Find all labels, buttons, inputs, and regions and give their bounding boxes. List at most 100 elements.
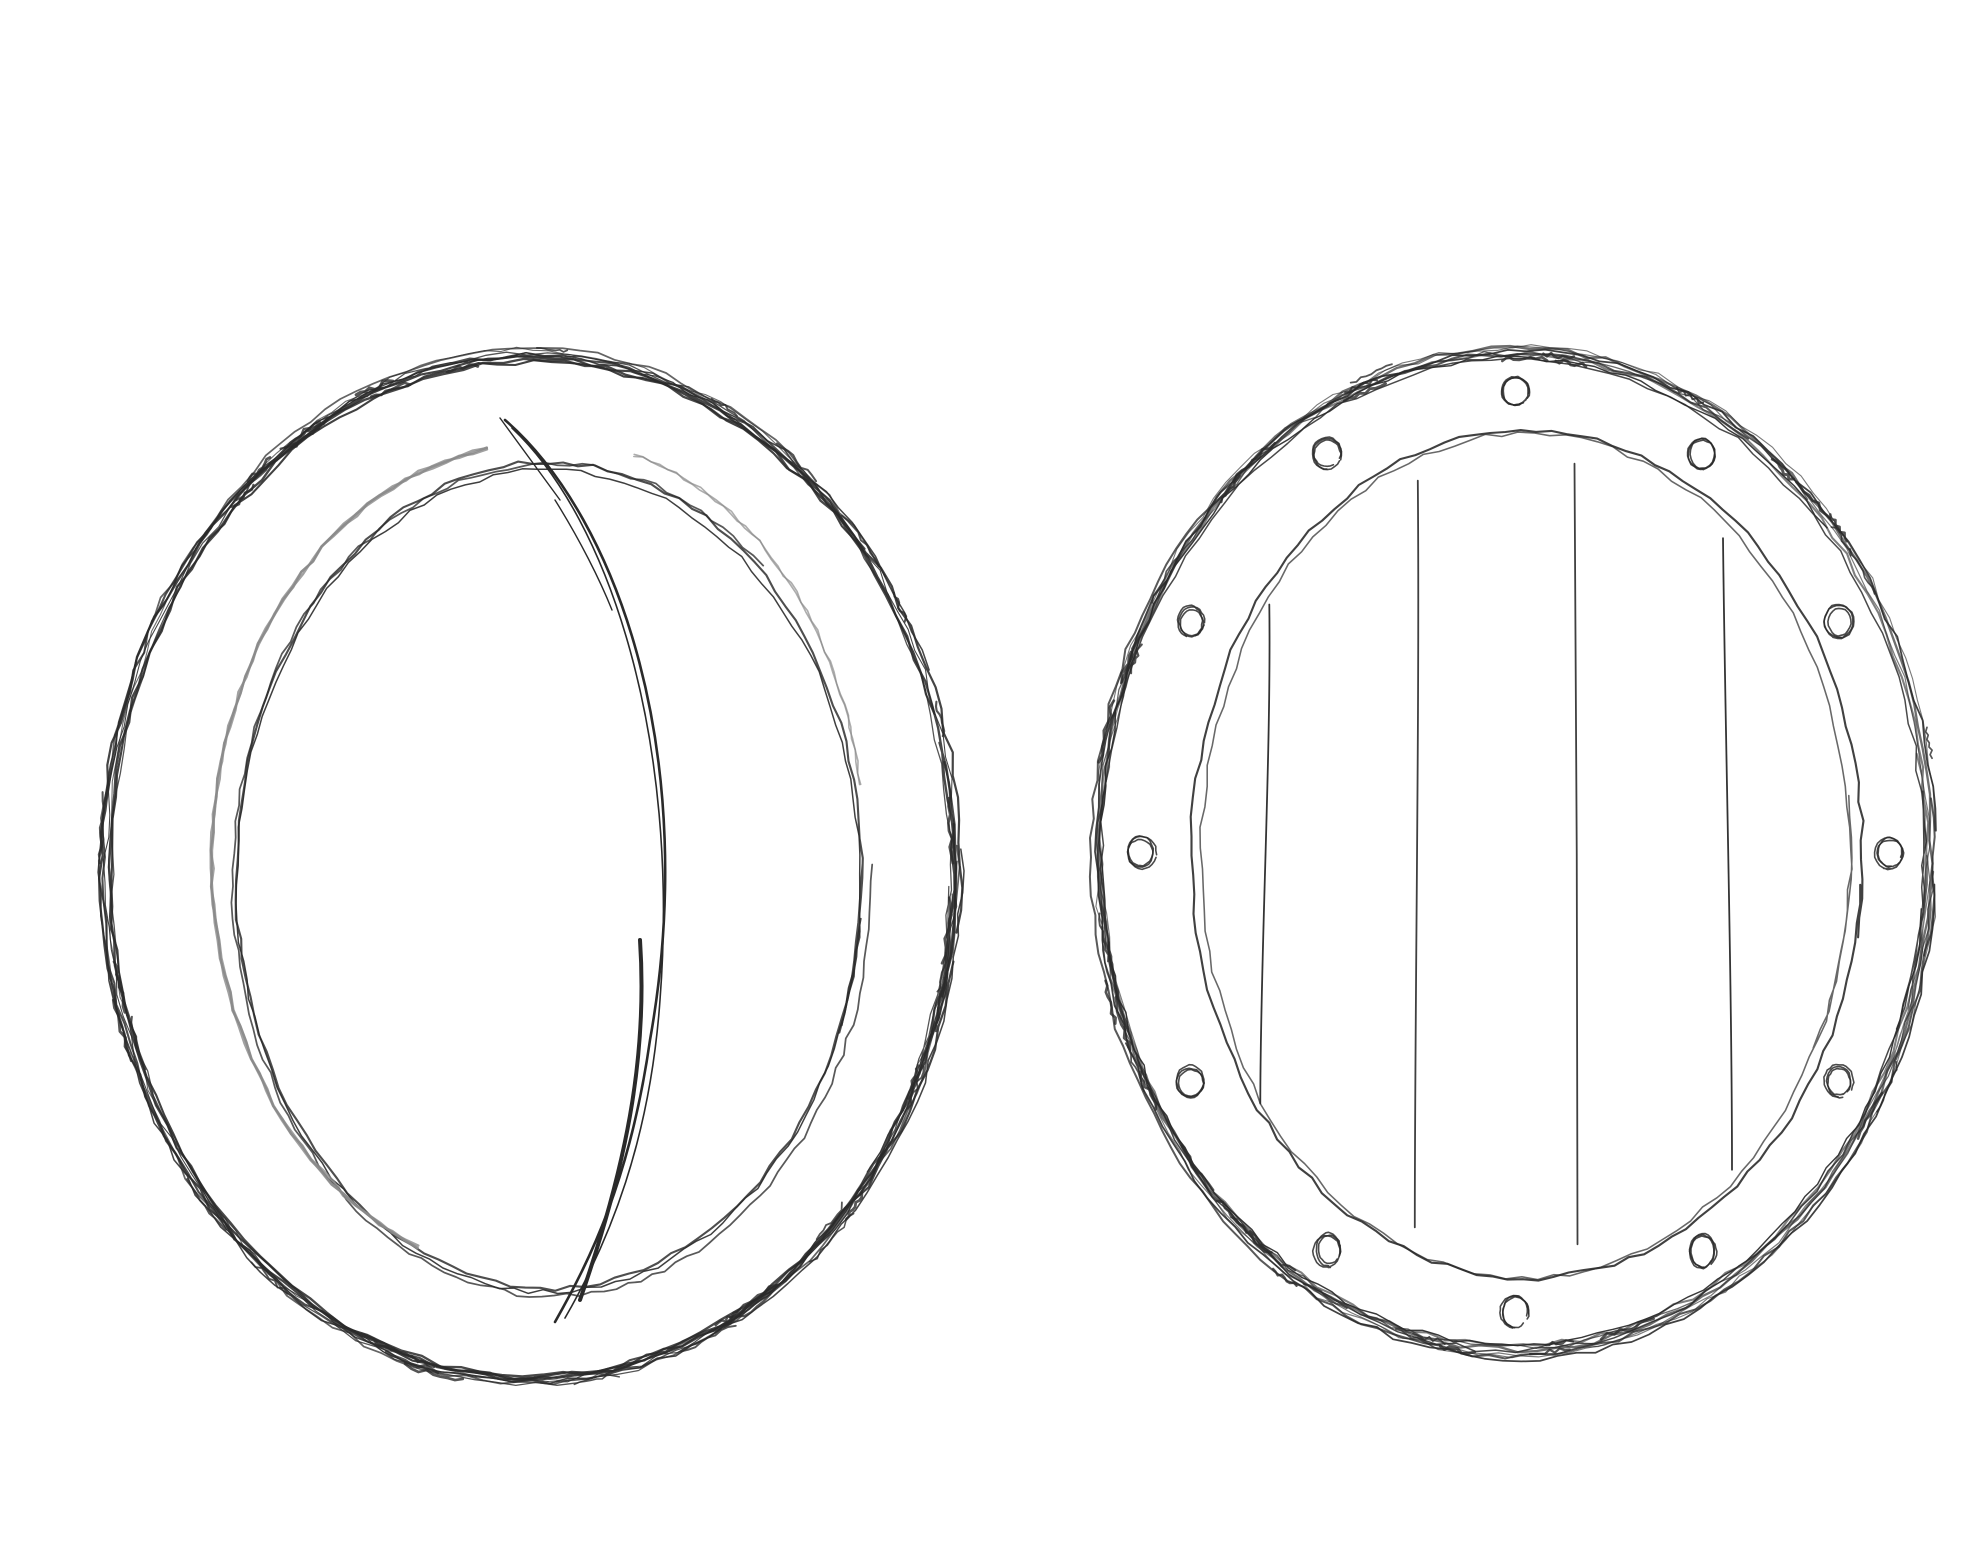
outer-rim-hatch bbox=[186, 1178, 228, 1231]
outer-rim-strokes bbox=[97, 346, 965, 1387]
outer-rim-hatch bbox=[1412, 1332, 1446, 1346]
outer-rim-hatch bbox=[1248, 1230, 1297, 1272]
outer-rim-hatch bbox=[728, 1283, 778, 1319]
outer-rim-hatch bbox=[407, 1354, 436, 1369]
outer-rim-hatch bbox=[1271, 1267, 1298, 1287]
outer-rim-hatch bbox=[906, 1065, 925, 1110]
outer-rim-stroke bbox=[97, 351, 965, 1385]
outer-rim-hatch bbox=[1770, 457, 1796, 481]
rivet bbox=[1823, 1063, 1855, 1099]
outer-rim-hatch bbox=[1119, 627, 1142, 685]
outer-rim-strokes bbox=[1088, 344, 1937, 1363]
outer-rim-hatch bbox=[112, 960, 127, 1014]
slat-line-echo bbox=[1722, 537, 1733, 1171]
outer-rim-hatch bbox=[906, 1064, 920, 1100]
oval-mirror-sketch bbox=[97, 346, 965, 1387]
oval-porthole-sketch bbox=[1088, 344, 1937, 1363]
crescent-panel-shadow bbox=[578, 938, 644, 1302]
outer-rim-stroke bbox=[1095, 344, 1937, 1359]
outer-rim-hatch bbox=[1876, 1061, 1898, 1113]
outer-rim-hatch bbox=[1097, 699, 1116, 764]
slat-group bbox=[1259, 462, 1733, 1246]
outer-rim-hatch bbox=[1544, 1339, 1575, 1347]
outer-rim-hatch bbox=[1130, 643, 1143, 675]
outer-rim-hatch bbox=[947, 796, 955, 865]
outer-rim-hatch bbox=[1829, 513, 1848, 543]
crescent-panel-top-tip bbox=[499, 417, 613, 611]
outer-rim-hatch bbox=[775, 442, 818, 483]
rivet bbox=[1176, 604, 1204, 638]
outer-rim-hatch bbox=[1394, 1328, 1441, 1346]
outer-rim-hatch bbox=[934, 976, 947, 1033]
rivet bbox=[1127, 835, 1155, 867]
outer-rim-hatch bbox=[1349, 363, 1393, 384]
rivet bbox=[1311, 436, 1343, 471]
outer-rim-hatch bbox=[892, 591, 908, 623]
slat-line bbox=[1413, 479, 1420, 1229]
outer-rim-hatch bbox=[714, 1307, 742, 1327]
outer-rim-hatch bbox=[354, 379, 395, 397]
inner-rim-stroke bbox=[230, 461, 874, 1298]
outer-rim-hatch bbox=[1830, 526, 1852, 557]
outer-rim-hatch bbox=[235, 459, 278, 502]
rivet bbox=[1315, 1231, 1342, 1267]
inner-rim-strokes bbox=[1189, 429, 1865, 1282]
outer-rim-stroke bbox=[1099, 357, 1928, 1354]
outer-rim-hatch bbox=[130, 1015, 147, 1071]
slat-line-echo bbox=[1259, 603, 1271, 1105]
outer-rim-hatch bbox=[1554, 358, 1588, 369]
outer-rim-hatch bbox=[1151, 555, 1181, 604]
outer-rim-hatch bbox=[246, 456, 272, 483]
outer-rim-hatch bbox=[1120, 650, 1133, 684]
rivet bbox=[1825, 1065, 1852, 1096]
rivet bbox=[1127, 835, 1158, 871]
outer-rim-hatch bbox=[1599, 1317, 1655, 1341]
rim-shading-strokes bbox=[209, 446, 862, 1250]
inner-rim-shading bbox=[633, 455, 862, 786]
crescent-panel-edge-echo bbox=[511, 427, 665, 1319]
rivet bbox=[1823, 603, 1854, 639]
rivet bbox=[1873, 836, 1904, 871]
outer-rim-hatch bbox=[97, 791, 106, 865]
outer-rim-hatch bbox=[840, 514, 880, 568]
inner-rim-shading bbox=[209, 446, 489, 1250]
outer-rim-hatch bbox=[1180, 1144, 1215, 1192]
outer-rim-hatch bbox=[1344, 378, 1379, 394]
outer-rim-hatch bbox=[377, 1344, 414, 1359]
rivet bbox=[1312, 437, 1342, 468]
outer-rim-hatch bbox=[1342, 382, 1387, 403]
outer-rim-hatch bbox=[1500, 355, 1549, 363]
inner-rim-strokes bbox=[230, 460, 874, 1298]
rivet-group bbox=[1126, 375, 1905, 1329]
rivet bbox=[1311, 1234, 1341, 1269]
rivet bbox=[1502, 1295, 1530, 1329]
outer-rim-hatch bbox=[1528, 1347, 1571, 1356]
outer-rim-hatch bbox=[936, 951, 947, 993]
outer-rim-hatch bbox=[710, 397, 738, 417]
outer-rim-hatch bbox=[844, 1191, 864, 1221]
outer-rim-hatch bbox=[1675, 386, 1705, 405]
outer-rim-hatch bbox=[445, 363, 480, 374]
outer-rim-hatch bbox=[283, 416, 330, 450]
inner-rim-stroke bbox=[1199, 431, 1853, 1281]
outer-rim-hatch bbox=[573, 1374, 621, 1386]
rivet bbox=[1177, 1068, 1205, 1098]
rivet bbox=[1688, 1233, 1715, 1270]
outer-rim-hatch bbox=[230, 483, 255, 508]
outer-rim-hatch bbox=[1124, 1042, 1145, 1093]
outer-rim-hatch bbox=[250, 1261, 289, 1295]
inner-rim-stroke bbox=[234, 460, 864, 1292]
outer-rim-hatch bbox=[1104, 979, 1117, 1025]
rivet bbox=[1175, 1063, 1205, 1099]
outer-rim-hatch bbox=[360, 1332, 396, 1351]
outer-rim-hatch bbox=[1114, 995, 1132, 1052]
outer-rim-hatch bbox=[111, 998, 133, 1063]
outer-rim-hatch bbox=[279, 421, 322, 450]
outer-rim-hatch bbox=[940, 896, 953, 965]
outer-rim-hatch bbox=[808, 1212, 855, 1263]
inner-rim-stroke bbox=[1189, 429, 1865, 1282]
outer-rim-hatch bbox=[1542, 351, 1576, 360]
outer-rim-hatch bbox=[1439, 1344, 1476, 1355]
outer-rim-hatch bbox=[1232, 441, 1277, 484]
